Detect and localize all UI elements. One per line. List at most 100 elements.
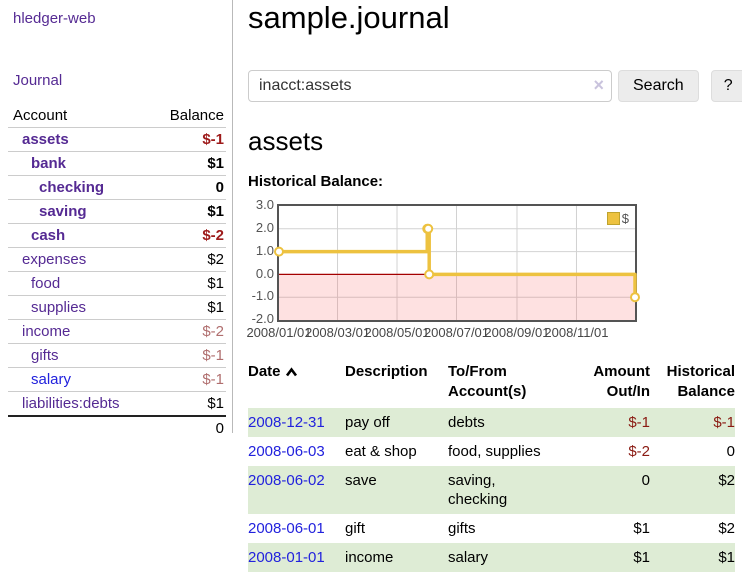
x-tick-label: 2008/09/01 xyxy=(484,325,550,341)
account-link-supplies[interactable]: supplies xyxy=(31,299,87,316)
account-link-cash[interactable]: cash xyxy=(31,227,66,244)
x-tick-label: 2008/05/01 xyxy=(364,325,430,341)
transaction-balance: $1 xyxy=(718,549,735,567)
transaction-date-link[interactable]: 2008-06-03 xyxy=(248,443,325,461)
account-balance: $-1 xyxy=(202,347,224,364)
register-table: Date Description To/From Account(s) Amou… xyxy=(248,362,735,573)
transaction-amount: 0 xyxy=(641,472,650,490)
transaction-description: gift xyxy=(345,520,366,538)
accounts-column-header: To/From Account(s) xyxy=(448,363,527,401)
transaction-amount: $1 xyxy=(633,520,650,538)
accounts-total-row: 0 xyxy=(8,416,226,440)
transaction-date-link[interactable]: 2008-01-01 xyxy=(248,549,325,567)
account-row: saving $1 xyxy=(8,199,226,224)
sort-ascending-icon xyxy=(285,364,298,381)
amount-column-header: Amount Out/In xyxy=(593,363,650,401)
legend-series-label: $ xyxy=(621,211,629,227)
accounts-table: Account Balance assets $-1 bank $1 check… xyxy=(8,104,226,440)
search-button[interactable]: Search xyxy=(618,69,699,102)
account-link-bank[interactable]: bank xyxy=(31,155,67,172)
y-tick-label: 1.0 xyxy=(255,242,274,258)
x-tick-label: 2008/01/01 xyxy=(246,325,312,341)
account-balance: $1 xyxy=(207,275,224,292)
account-row: bank $1 xyxy=(8,151,226,176)
account-balance: $-2 xyxy=(202,323,224,340)
x-tick-label: 2008/07/01 xyxy=(423,325,490,341)
y-tick-label: -1.0 xyxy=(251,288,274,304)
clear-search-icon[interactable]: × xyxy=(593,74,604,95)
transaction-description: pay off xyxy=(345,414,390,432)
sidebar: hledger-web Journal Account Balance asse… xyxy=(0,0,233,437)
description-column-header: Description xyxy=(345,363,428,381)
account-link-liabilities-debts[interactable]: liabilities:debts xyxy=(22,395,120,412)
account-row: gifts $-1 xyxy=(8,343,226,368)
date-header-label: Date xyxy=(248,363,281,381)
account-link-income[interactable]: income xyxy=(22,323,71,340)
main-content: sample.journal × Search ? assets Histori… xyxy=(246,0,742,573)
account-link-gifts[interactable]: gifts xyxy=(31,347,59,364)
transaction-accounts: gifts xyxy=(448,520,476,538)
account-balance: $1 xyxy=(207,203,224,220)
account-balance: $1 xyxy=(207,299,224,316)
account-row: income $-2 xyxy=(8,319,226,344)
account-link-expenses[interactable]: expenses xyxy=(22,251,87,268)
account-link-checking[interactable]: checking xyxy=(39,179,105,196)
chart-plot-area: $ xyxy=(274,204,640,323)
transaction-row: 2008-12-31 pay off debts $-1 $-1 xyxy=(248,408,735,438)
account-balance: $2 xyxy=(207,251,224,268)
transaction-description: income xyxy=(345,549,394,567)
transaction-accounts: saving, checking xyxy=(448,472,508,509)
search-form: × Search ? xyxy=(248,69,742,102)
x-tick-label: 2008/03/01 xyxy=(304,325,371,341)
account-link-saving[interactable]: saving xyxy=(39,203,87,220)
transaction-amount: $1 xyxy=(633,549,650,567)
transaction-balance: $2 xyxy=(718,520,735,538)
account-heading: assets xyxy=(248,125,324,156)
account-row: salary $-1 xyxy=(8,367,226,392)
transaction-date-link[interactable]: 2008-06-02 xyxy=(248,472,325,490)
transaction-accounts: salary xyxy=(448,549,489,567)
account-balance: $1 xyxy=(207,395,224,412)
account-row: supplies $1 xyxy=(8,295,226,320)
transaction-row: 2008-06-03 eat & shop food, supplies $-2… xyxy=(248,437,735,466)
search-input[interactable] xyxy=(248,69,612,102)
account-row: checking 0 xyxy=(8,175,226,200)
account-balance: $-1 xyxy=(202,371,224,388)
account-row: expenses $2 xyxy=(8,247,226,272)
transaction-description: save xyxy=(345,472,377,490)
transaction-date-link[interactable]: 2008-12-31 xyxy=(248,414,325,432)
help-button[interactable]: ? xyxy=(710,69,742,102)
account-link-assets[interactable]: assets xyxy=(22,131,69,148)
account-balance: $-2 xyxy=(202,227,224,244)
account-balance: $-1 xyxy=(202,131,224,148)
legend-swatch-icon xyxy=(606,212,620,226)
chart-title: Historical Balance: xyxy=(248,173,384,191)
account-row: liabilities:debts $1 xyxy=(8,391,226,417)
historical-balance-chart: 3.0 2.0 1.0 0.0 -1.0 -2.0 $ 2008/01/01 2008/03… xyxy=(246,197,735,346)
x-tick-label: 2008/11/01 xyxy=(544,325,609,341)
balance-column-header: Historical Balance xyxy=(666,363,735,401)
transaction-description: eat & shop xyxy=(345,443,417,461)
chart-legend: $ xyxy=(606,211,629,227)
y-tick-label: 2.0 xyxy=(255,220,274,236)
transaction-amount: $-1 xyxy=(628,414,650,432)
transaction-accounts: debts xyxy=(448,414,485,432)
y-tick-label: 3.0 xyxy=(255,197,274,213)
account-balance: $1 xyxy=(207,155,224,172)
transaction-date-link[interactable]: 2008-06-01 xyxy=(248,520,325,538)
register-header-row: Date Description To/From Account(s) Amou… xyxy=(248,362,735,408)
transaction-accounts: food, supplies xyxy=(448,443,541,461)
account-column-header: Account xyxy=(13,107,68,124)
app-title-link[interactable]: hledger-web xyxy=(13,10,96,27)
account-row: food $1 xyxy=(8,271,226,296)
accounts-total-balance: 0 xyxy=(215,420,224,437)
account-link-food[interactable]: food xyxy=(31,275,61,292)
date-column-header[interactable]: Date xyxy=(248,362,345,408)
transaction-row: 2008-06-02 save saving, checking 0 $2 xyxy=(248,466,735,515)
account-row: assets $-1 xyxy=(8,127,226,152)
balance-column-header: Balance xyxy=(169,107,224,124)
transaction-row: 2008-06-01 gift gifts $1 $2 xyxy=(248,514,735,543)
account-row: cash $-2 xyxy=(8,223,226,248)
account-link-salary[interactable]: salary xyxy=(31,371,72,388)
sidebar-item-journal[interactable]: Journal xyxy=(13,72,63,89)
